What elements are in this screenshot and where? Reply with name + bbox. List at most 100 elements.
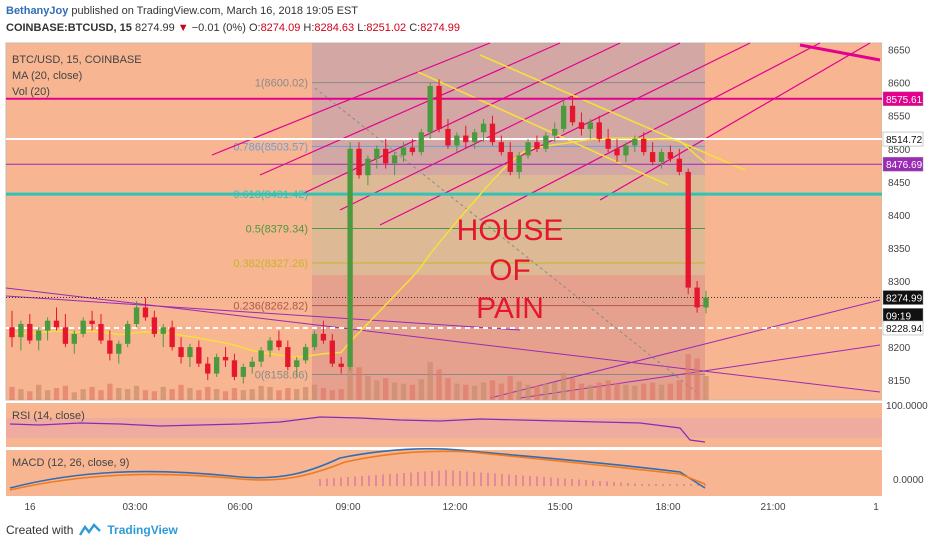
candle-body xyxy=(98,323,104,341)
candle-body xyxy=(641,138,647,153)
volume-bar xyxy=(400,383,407,400)
volume-bar xyxy=(418,379,424,400)
volume-bar xyxy=(498,383,505,400)
candle-body xyxy=(525,142,531,156)
volume-bar xyxy=(436,369,442,400)
price-tag-label: 8575.61 xyxy=(886,95,923,106)
candle-body xyxy=(427,85,433,133)
candle-body xyxy=(347,148,353,367)
volume-bar xyxy=(311,384,318,400)
price-tag-label: 8514.72 xyxy=(886,135,923,146)
candle-body xyxy=(80,320,86,334)
candle-body xyxy=(463,135,469,143)
volume-bar xyxy=(356,367,362,400)
candle-body xyxy=(418,132,424,153)
diagonal-dashed-line xyxy=(314,87,701,396)
annotation-line-2: OF xyxy=(489,254,531,287)
candle-body xyxy=(196,347,202,364)
macd-line xyxy=(9,448,706,489)
price-tick-label: 8300 xyxy=(888,277,911,288)
candle-body xyxy=(676,158,682,172)
channel-line xyxy=(339,42,681,211)
price-tick-label: 8650 xyxy=(888,46,911,57)
candle-body xyxy=(249,361,255,367)
volume-bar xyxy=(276,390,282,400)
volume-bar xyxy=(222,391,229,400)
candle-body xyxy=(356,148,362,176)
volume-bar xyxy=(338,389,344,400)
candle-body xyxy=(507,152,513,172)
candle-body xyxy=(391,155,398,164)
volume-bar xyxy=(302,386,309,400)
volume-bar xyxy=(516,381,522,400)
volume-bar xyxy=(445,378,451,400)
published-text: published on TradingView.com, March 16, … xyxy=(71,5,359,17)
open-value: 8274.09 xyxy=(260,22,301,34)
candle-body xyxy=(480,123,487,133)
price-tag-label: 8476.69 xyxy=(886,160,923,171)
volume-bar xyxy=(80,389,86,400)
volume-bar xyxy=(169,389,175,400)
candle-body xyxy=(436,85,442,129)
horizontal-levels xyxy=(6,97,882,329)
candle-body xyxy=(285,347,291,367)
volume-bar xyxy=(552,382,558,400)
fib-level-label: 0.786(8503.57) xyxy=(233,141,308,153)
high-label: H: xyxy=(303,22,315,34)
volume-bar xyxy=(374,380,380,400)
candle-body xyxy=(213,357,220,374)
volume-bar xyxy=(27,391,33,400)
fib-level-label: 0.5(8379.34) xyxy=(246,224,308,236)
price-tag xyxy=(882,91,924,107)
candle-body xyxy=(374,148,380,159)
time-tick-label: 06:00 xyxy=(227,502,252,513)
volume-bar xyxy=(694,358,700,400)
candle-body xyxy=(187,347,193,358)
channel-line-thick xyxy=(799,43,881,62)
legend-vol: Vol (20) xyxy=(12,86,50,98)
volume-bar xyxy=(285,388,291,400)
candle-body xyxy=(498,142,505,153)
ohlc-line: COINBASE:BTCUSD, 15 8274.99 ▼ −0.01 (0%)… xyxy=(6,22,932,34)
volume-bar xyxy=(463,384,469,400)
volume-bar xyxy=(578,383,585,400)
close-label: C: xyxy=(409,22,421,34)
macd-pane-bg xyxy=(6,450,882,496)
price-tick-label: 8550 xyxy=(888,112,911,123)
volume-bar xyxy=(489,380,496,400)
price-labels: 8575.61 8514.72 8476.69 8274.99 09:19 8228.94 xyxy=(882,91,924,336)
trend-channels xyxy=(5,42,881,399)
fib-level-label: 0.382(8327.26) xyxy=(233,258,308,270)
volume-bar xyxy=(133,385,140,400)
candle-body xyxy=(534,142,540,149)
author-link[interactable]: BethanyJoy xyxy=(6,5,69,17)
candle-body xyxy=(383,148,389,164)
candle-body xyxy=(107,340,113,354)
tradingview-brand[interactable]: TradingView xyxy=(107,523,178,537)
time-axis[interactable]: 16 03:00 06:00 09:00 12:00 15:00 18:00 21:00 1 xyxy=(24,502,879,513)
candle-body xyxy=(205,363,211,374)
legend-ma: MA (20, close) xyxy=(12,70,82,82)
volume-bar xyxy=(614,383,620,400)
channel-line xyxy=(479,42,821,221)
candle-body xyxy=(62,327,69,344)
candle-body xyxy=(178,347,184,358)
candle-body xyxy=(116,343,122,354)
close-value: 8274.99 xyxy=(420,22,460,34)
low-label: L: xyxy=(357,22,367,34)
volume-bar xyxy=(365,376,371,400)
time-tick-label: 1 xyxy=(873,502,879,513)
volume-bar xyxy=(196,390,202,400)
candle-body xyxy=(658,152,665,162)
candle-body xyxy=(9,327,15,338)
candle-body xyxy=(649,152,656,162)
volume-bar xyxy=(623,384,629,400)
candlesticks xyxy=(9,79,709,384)
rsi-axis-value: 100.0000 xyxy=(886,401,928,412)
candle-body xyxy=(338,363,344,367)
volume-bar xyxy=(534,385,540,400)
time-tick-label: 09:00 xyxy=(335,502,360,513)
candle-body xyxy=(445,128,451,146)
